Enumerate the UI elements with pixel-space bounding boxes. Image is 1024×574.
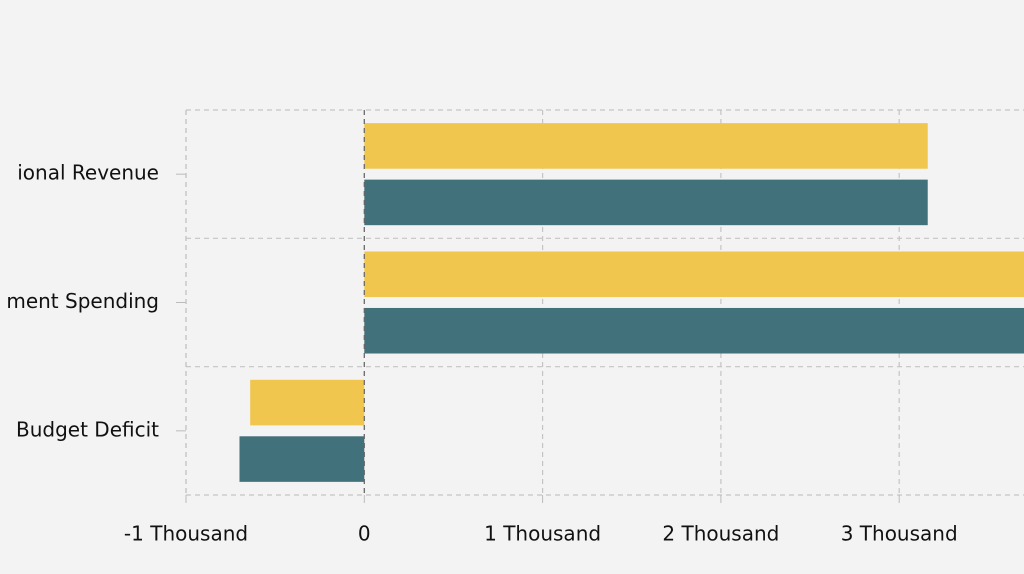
bar bbox=[239, 436, 365, 482]
y-tick-label: ional Revenue bbox=[17, 161, 159, 185]
bar bbox=[364, 251, 1024, 298]
bar bbox=[250, 379, 365, 426]
x-tick-label: 2 Thousand bbox=[662, 522, 779, 546]
bar bbox=[364, 123, 928, 169]
x-tick-label: 3 Thousand bbox=[841, 522, 958, 546]
x-tick-label: -1 Thousand bbox=[124, 522, 248, 546]
bar bbox=[364, 307, 1024, 354]
x-tick-label: 0 bbox=[358, 522, 371, 546]
y-tick-label: ment Spending bbox=[6, 289, 159, 313]
bar bbox=[364, 179, 928, 226]
y-tick-label: Budget Deficit bbox=[16, 417, 159, 441]
x-tick-label: 1 Thousand bbox=[484, 522, 601, 546]
